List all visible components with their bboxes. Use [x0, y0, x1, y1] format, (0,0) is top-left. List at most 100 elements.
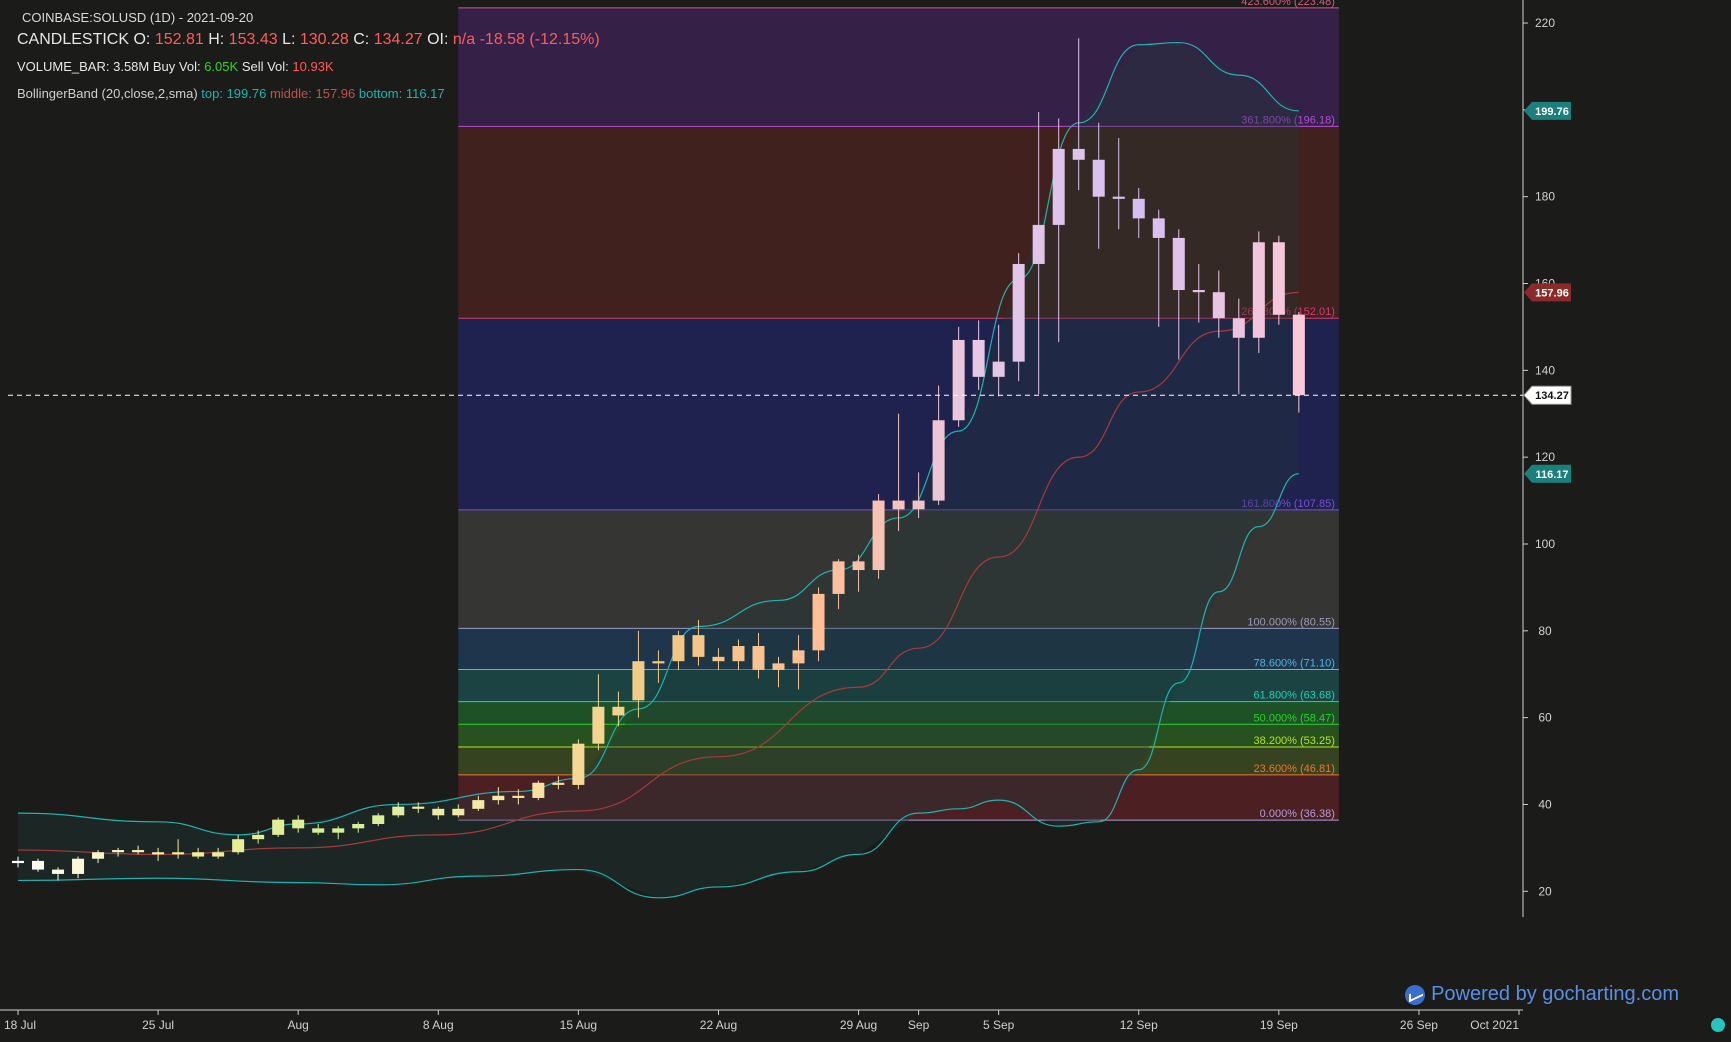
- candle-body: [752, 646, 765, 670]
- bollinger-middle: middle: 157.96: [269, 86, 356, 101]
- y-axis: 20406080100120140160180200220199.76157.9…: [1522, 0, 1572, 917]
- x-tick-label: 25 Jul: [142, 1018, 174, 1032]
- bollinger-lower-line: [17, 473, 1299, 899]
- candle-body: [192, 852, 205, 857]
- candle-body: [872, 500, 885, 571]
- candle-body: [792, 650, 805, 664]
- candle-body: [632, 661, 645, 701]
- close-value: 134.27: [373, 31, 423, 48]
- x-tick-label: 18 Jul: [4, 1018, 36, 1032]
- volume-line: VOLUME_BAR: 3.58M Buy Vol: 6.05K Sell Vo…: [17, 59, 600, 74]
- candle-body: [112, 850, 125, 853]
- x-tick-label: 26 Sep: [1400, 1018, 1438, 1032]
- y-tick-label: 40: [1538, 797, 1552, 811]
- candle-body: [11, 860, 25, 864]
- y-tick-label: 60: [1538, 711, 1552, 725]
- candle-body: [412, 806, 425, 809]
- candlesticks: [11, 38, 1305, 881]
- close-label: C:: [353, 31, 370, 48]
- candle-body: [552, 782, 565, 785]
- price-label-text: 116.17: [1535, 469, 1568, 481]
- buy-vol-value: 6.05K: [204, 59, 239, 74]
- bollinger-fill: [18, 42, 1299, 898]
- branding-link[interactable]: Powered by gocharting.com: [1405, 983, 1679, 1006]
- price-label-box: [1524, 283, 1571, 302]
- x-tick-label: Oct 2021: [1470, 1018, 1519, 1032]
- price-label-box: [1524, 101, 1571, 120]
- candle-body: [472, 800, 485, 809]
- fib-level-label: 423.600% (223.48): [1241, 0, 1335, 8]
- candle-body: [852, 561, 865, 571]
- fib-level-label: 23.600% (46.81): [1254, 763, 1335, 775]
- candle-body: [212, 852, 225, 857]
- candle-body: [1032, 224, 1045, 264]
- candle-body: [672, 635, 685, 662]
- fib-zone: [458, 126, 1339, 319]
- candle-body: [692, 635, 705, 657]
- candle-body: [452, 808, 465, 816]
- price-label-text: 134.27: [1535, 390, 1569, 402]
- candle-body: [932, 420, 945, 501]
- candle-body: [1172, 237, 1185, 291]
- bollinger-upper-line: [17, 41, 1299, 836]
- symbol-line: COINBASE:SOLUSD (1D) - 2021-09-20: [22, 10, 254, 25]
- candle-body: [292, 819, 305, 829]
- candle-body: [312, 828, 325, 833]
- candle-body: [952, 339, 965, 421]
- candle-body: [652, 661, 665, 664]
- candle-body: [1152, 218, 1165, 238]
- price-label-text: 157.96: [1535, 287, 1569, 299]
- fib-zone: [458, 7, 1339, 127]
- fib-level-label: 50.000% (58.47): [1254, 712, 1335, 724]
- x-tick-label: 19 Sep: [1260, 1018, 1298, 1032]
- candle-body: [1112, 196, 1125, 199]
- candle-body: [732, 646, 745, 662]
- branding-text: Powered by gocharting.com: [1431, 983, 1679, 1005]
- fib-zone: [458, 669, 1339, 702]
- bollinger-bottom: bottom: 116.17: [358, 86, 445, 101]
- candle-body: [892, 500, 905, 510]
- x-tick-label: 29 Aug: [840, 1018, 877, 1032]
- sell-vol-value: 10.93K: [292, 59, 334, 74]
- candle-body: [832, 561, 845, 594]
- candle-body: [432, 808, 445, 816]
- change-percent: (-12.15%): [529, 31, 600, 48]
- candle-body: [592, 706, 605, 744]
- open-value: 152.81: [154, 31, 204, 48]
- x-tick-label: Aug: [288, 1018, 309, 1032]
- candle-body: [532, 782, 545, 798]
- candle-body: [1192, 290, 1205, 293]
- fib-level-label: 161.800% (107.85): [1241, 498, 1335, 510]
- fib-zone: [458, 774, 1339, 821]
- candle-body: [392, 806, 405, 816]
- candle-body: [1292, 314, 1305, 396]
- bollinger-line: BollingerBand (20,close,2,sma) top: 199.…: [17, 86, 600, 101]
- low-label: L:: [282, 31, 296, 48]
- high-label: H:: [208, 31, 225, 48]
- candle-body: [492, 795, 505, 801]
- candle-body: [1232, 318, 1245, 338]
- candle-body: [172, 852, 185, 855]
- x-tick-label: 8 Aug: [423, 1018, 454, 1032]
- bollinger-top: top: 199.76: [201, 86, 267, 101]
- candle-body: [1052, 148, 1065, 225]
- fib-level-label: 78.600% (71.10): [1254, 657, 1335, 669]
- y-tick-label: 220: [1535, 16, 1555, 30]
- price-label-box: [1523, 385, 1572, 405]
- candle-body: [1212, 292, 1225, 319]
- change-value: -18.58: [479, 31, 525, 48]
- candle-body: [332, 828, 345, 833]
- candle-body: [72, 858, 85, 874]
- bollinger-label: BollingerBand (20,close,2,sma): [17, 86, 198, 101]
- candle-body: [52, 869, 65, 874]
- candle-body: [32, 860, 45, 870]
- status-dot-icon[interactable]: [1711, 1018, 1725, 1032]
- candle-body: [992, 361, 1005, 377]
- x-tick-label: 5 Sep: [983, 1018, 1015, 1032]
- y-tick-label: 140: [1535, 363, 1555, 377]
- candle-body: [252, 834, 265, 840]
- open-label: O:: [133, 31, 151, 48]
- fib-level-label: 38.200% (53.25): [1254, 735, 1335, 747]
- y-tick-label: 120: [1535, 450, 1555, 464]
